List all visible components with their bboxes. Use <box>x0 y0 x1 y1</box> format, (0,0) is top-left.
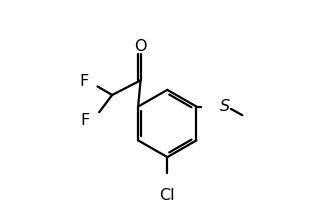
Text: O: O <box>134 39 147 54</box>
Text: F: F <box>79 74 88 89</box>
Text: S: S <box>220 99 230 114</box>
Text: F: F <box>81 113 90 128</box>
Text: Cl: Cl <box>160 188 175 203</box>
